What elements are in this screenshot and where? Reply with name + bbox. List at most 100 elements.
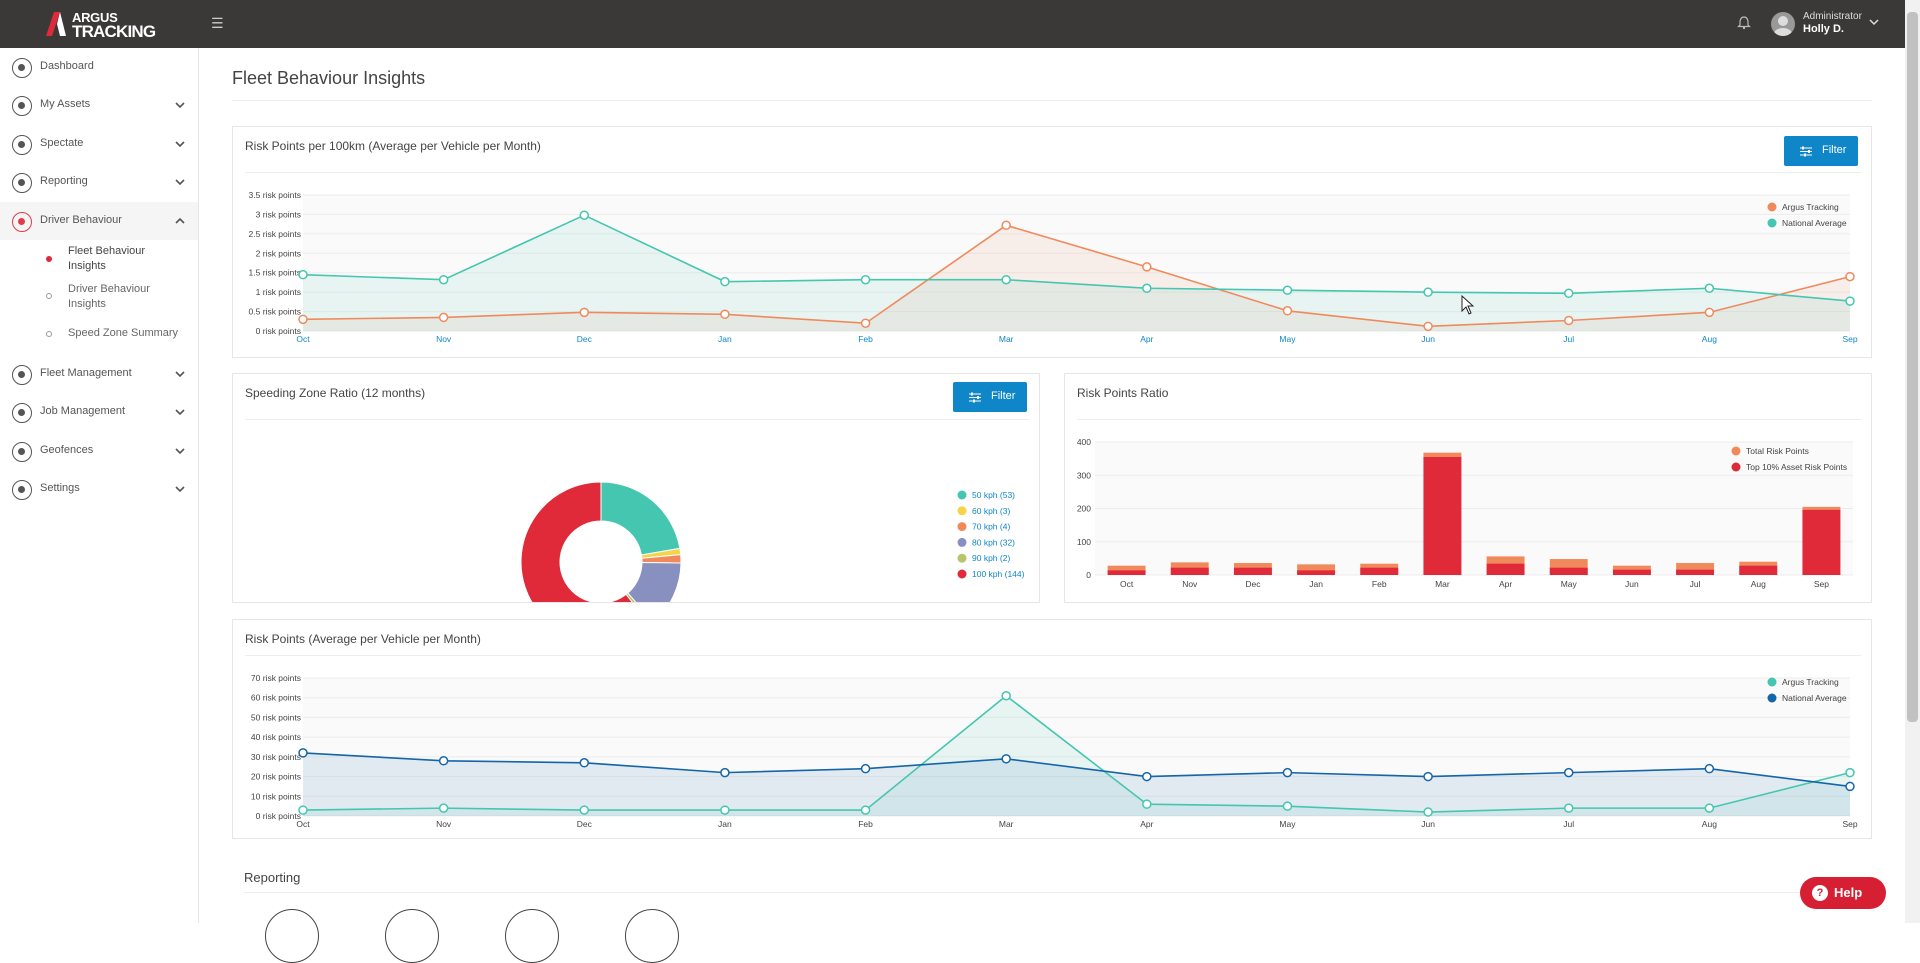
legend-label: 80 kph (32) (972, 537, 1015, 547)
bar-total (1107, 565, 1146, 575)
sidebar-subitem-speed-zone-summary[interactable]: Speed Zone Summary (0, 326, 198, 346)
legend-label: 90 kph (2) (972, 553, 1010, 563)
data-point (1704, 307, 1715, 318)
data-point (860, 763, 871, 774)
sidebar-item-fleet-management[interactable]: Fleet Management (0, 355, 198, 393)
filter-button[interactable]: Filter (1784, 136, 1858, 166)
card-divider (1077, 419, 1861, 420)
risk-points-avg-chart: 0 risk points 10 risk points 20 risk point… (251, 673, 1858, 829)
data-point (1423, 287, 1433, 297)
risk-per-100km-chart: 0 risk points 0.5 risk points 1 risk point… (249, 190, 1858, 344)
brand-logo[interactable]: ARGUS TRACKING (46, 10, 156, 41)
sidebar-item-spectate[interactable]: Spectate (0, 125, 198, 163)
sidebar-item-my-assets[interactable]: My Assets (0, 86, 198, 124)
bar-top10 (1170, 567, 1209, 575)
x-tick-label: Dec (577, 819, 593, 829)
pie-slice (627, 562, 682, 602)
data-point (720, 309, 730, 320)
x-tick-label: Feb (858, 334, 873, 344)
briefcase-icon (12, 403, 32, 423)
chevron-down-icon[interactable] (1869, 17, 1879, 27)
data-point (579, 805, 590, 815)
scrollbar-thumb[interactable] (1907, 12, 1918, 722)
dashboard-icon (12, 58, 32, 78)
chevron-down-icon (175, 448, 185, 455)
data-point (1563, 803, 1574, 813)
filter-button[interactable]: Filter (953, 382, 1027, 412)
data-point (1845, 271, 1855, 282)
sidebar-item-geofences[interactable]: Geofences (0, 432, 198, 470)
legend-marker (1767, 693, 1777, 703)
x-tick-label: Sep (1842, 819, 1857, 829)
y-tick-label: 40 risk points (251, 732, 301, 742)
x-tick-label: Jan (718, 819, 732, 829)
x-tick-label: Sep (1842, 334, 1857, 344)
gear-icon (12, 480, 32, 500)
x-tick-label: Dec (1245, 579, 1261, 589)
sidebar-item-driver-behaviour[interactable]: Driver Behaviour (0, 202, 198, 240)
report-shortcut-icon[interactable] (265, 909, 319, 963)
y-tick-label: 0 risk points (256, 811, 301, 821)
risk-points-ratio-card: Risk Points Ratio 0 100 200 300 400 Oct Nov Dec… (1064, 373, 1872, 603)
y-tick-label: 60 risk points (251, 693, 301, 703)
filter-button-label: Filter (991, 390, 1016, 402)
report-shortcut-icon[interactable] (385, 909, 439, 963)
location-pin-icon (12, 135, 32, 155)
report-shortcut-icon[interactable] (505, 909, 559, 963)
x-tick-label: Jun (1421, 819, 1435, 829)
data-point (438, 803, 449, 813)
sidebar-subitem-fleet-behaviour-insights[interactable]: Fleet Behaviour Insights (0, 244, 198, 280)
x-tick-label: Sep (1814, 579, 1829, 589)
y-tick-label: 0.5 risk points (249, 307, 301, 317)
y-tick-label: 0 risk points (256, 326, 301, 336)
series-line (302, 224, 1851, 328)
sidebar-item-label: Job Management (40, 405, 125, 417)
avatar[interactable] (1771, 12, 1795, 36)
data-point (1845, 781, 1855, 792)
sidebar-subitem-driver-behaviour-insights[interactable]: Driver Behaviour Insights (0, 282, 198, 318)
data-point (1423, 771, 1433, 782)
card-divider (245, 172, 1861, 173)
legend-label: Argus Tracking (1782, 677, 1839, 687)
brand-line2: TRACKING (72, 22, 156, 41)
bar-top10 (1233, 567, 1272, 575)
risk-points-avg-card: Risk Points (Average per Vehicle per Mon… (232, 619, 1872, 839)
sidebar-item-dashboard[interactable]: Dashboard (0, 48, 198, 86)
bar-total (1297, 564, 1336, 575)
data-point (438, 756, 449, 766)
bar-top10 (1549, 567, 1588, 575)
sidebar-item-reporting[interactable]: Reporting (0, 163, 198, 201)
data-point (1845, 296, 1855, 306)
report-shortcut-icon[interactable] (625, 909, 679, 963)
sidebar-item-job-management[interactable]: Job Management (0, 393, 198, 431)
y-tick-label: 0 (1086, 570, 1091, 580)
menu-toggle-icon[interactable]: ☰ (211, 15, 224, 31)
x-tick-label: Apr (1499, 579, 1512, 589)
data-point (1142, 799, 1152, 809)
legend-label: National Average (1782, 218, 1847, 228)
user-name[interactable]: Holly D. (1803, 23, 1844, 35)
card-divider (245, 419, 1029, 420)
y-tick-label: 70 risk points (251, 673, 301, 683)
plot-background (303, 195, 1850, 331)
x-tick-label: Jul (1690, 579, 1701, 589)
legend-marker (1731, 462, 1741, 472)
x-tick-label: Mar (999, 334, 1014, 344)
chevron-up-icon (175, 217, 185, 224)
sidebar-item-settings[interactable]: Settings (0, 470, 198, 508)
sidebar-item-label: Dashboard (40, 60, 94, 72)
help-button[interactable]: ? Help (1800, 877, 1886, 909)
y-tick-label: 300 (1077, 470, 1091, 480)
y-tick-label: 10 risk points (251, 791, 301, 801)
legend-marker (1731, 446, 1741, 456)
legend-marker (957, 490, 967, 500)
title-divider (232, 100, 1872, 101)
bell-icon[interactable] (1737, 16, 1751, 30)
x-tick-label: Apr (1140, 819, 1153, 829)
sidebar-item-label: Settings (40, 482, 80, 494)
sliders-icon (1800, 146, 1812, 157)
legend-marker (957, 522, 967, 532)
chevron-down-icon (175, 141, 185, 148)
sidebar-subitem-label: Speed Zone Summary (68, 327, 179, 339)
x-tick-label: Oct (296, 334, 310, 344)
